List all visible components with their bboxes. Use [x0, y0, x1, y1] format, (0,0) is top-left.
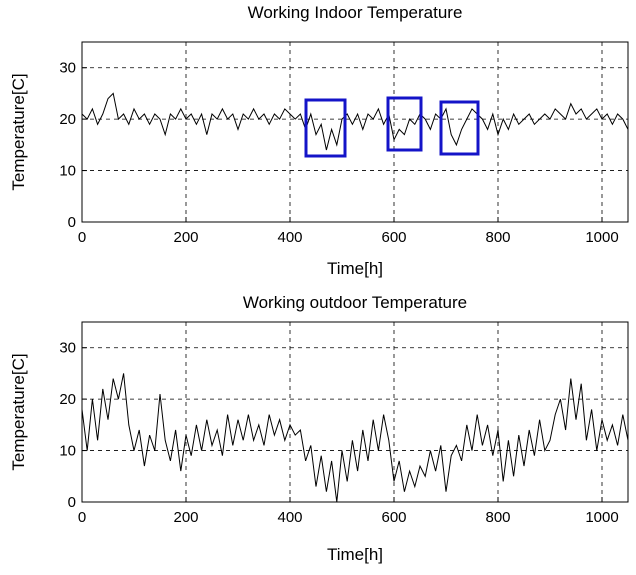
y-tick-label: 20 [59, 391, 76, 408]
y-tick-label: 30 [59, 60, 76, 77]
y-tick-label: 20 [59, 111, 76, 128]
y-tick-label: 0 [68, 214, 76, 231]
x-tick-label: 800 [485, 509, 510, 526]
x-tick-label: 400 [277, 509, 302, 526]
y-tick-label: 10 [59, 163, 76, 180]
x-tick-label: 200 [173, 229, 198, 246]
subplot: 0 10 20 30 0 200 400 600 800 1000 Working outdoor … [9, 293, 629, 564]
x-tick-label: 600 [381, 229, 406, 246]
chart-title: Working Indoor Temperature [248, 3, 463, 22]
axes-frame [81, 41, 629, 223]
x-tick-label: 1000 [585, 509, 618, 526]
x-tick-label: 400 [277, 229, 302, 246]
x-tick-label: 0 [78, 509, 86, 526]
axes-frame [81, 321, 629, 503]
x-tick-label: 600 [381, 509, 406, 526]
highlight-box [386, 96, 423, 152]
highlight-box [439, 100, 480, 156]
x-tick-label: 800 [485, 229, 510, 246]
x-tick-label: 200 [173, 509, 198, 526]
chart-title: Working outdoor Temperature [243, 293, 467, 312]
data-line [81, 373, 629, 503]
plot-area [82, 42, 628, 222]
x-tick-label: 0 [78, 229, 86, 246]
plot-area [82, 322, 628, 502]
highlight-box [304, 98, 347, 158]
y-axis-label: Temperature[C] [9, 353, 28, 470]
y-axis-label: Temperature[C] [9, 73, 28, 190]
y-tick-label: 30 [59, 340, 76, 357]
y-tick-label: 10 [59, 443, 76, 460]
x-tick-label: 1000 [585, 229, 618, 246]
x-axis-label: Time[h] [327, 545, 383, 564]
y-tick-label: 0 [68, 494, 76, 511]
x-axis-label: Time[h] [327, 259, 383, 278]
data-line [81, 92, 629, 151]
subplot: 0 10 20 30 0 200 400 600 800 1000 Working Indoor T… [9, 3, 629, 278]
